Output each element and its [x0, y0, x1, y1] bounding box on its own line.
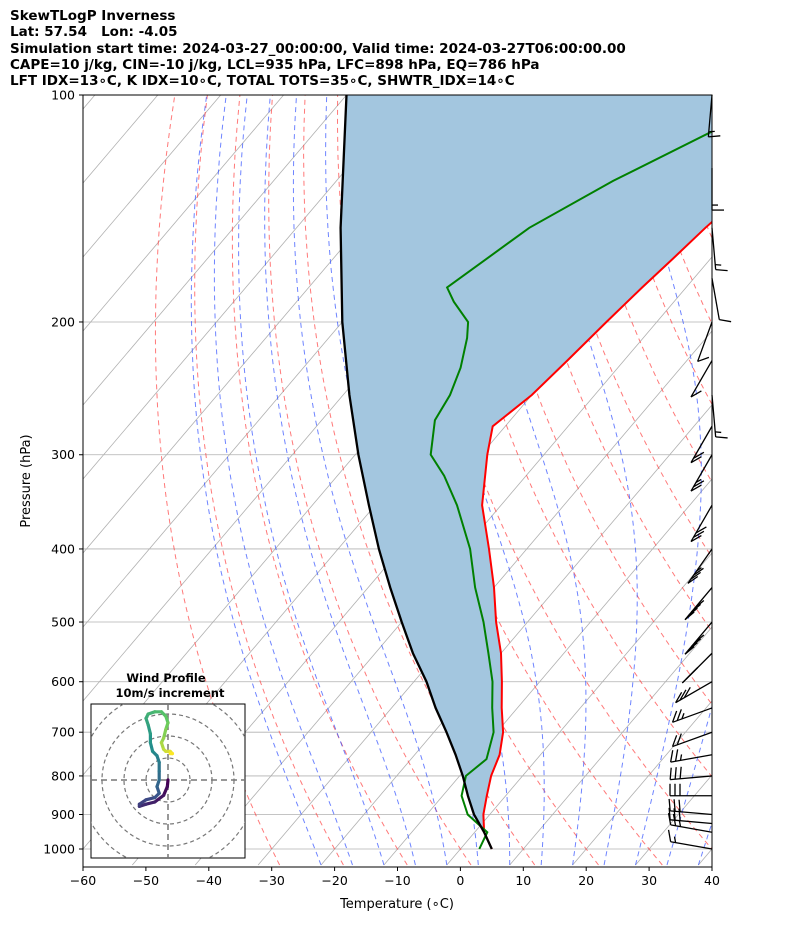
y-tick-label: 100	[51, 88, 75, 103]
wind-barb	[711, 394, 728, 439]
isotherm-line	[320, 404, 712, 866]
y-tick-label: 300	[51, 447, 75, 462]
wind-barb	[690, 504, 713, 543]
isotherm-line	[509, 626, 712, 866]
wind-barb	[668, 798, 713, 816]
wind-barb	[669, 749, 713, 763]
x-tick-label: −40	[196, 873, 222, 888]
dry-adiabat	[499, 95, 712, 633]
isotherm-line	[83, 95, 284, 332]
isotherm-line	[83, 95, 410, 480]
title-line-indices: LFT IDX=13∘C, K IDX=10∘C, TOTAL TOTS=35∘…	[10, 73, 515, 90]
isotherm-line	[83, 95, 222, 258]
dry-adiabat	[761, 95, 794, 865]
wind-barb	[711, 227, 728, 272]
wind-barb	[711, 278, 732, 323]
wind-barb	[667, 812, 713, 833]
dewpoint-profile-line	[429, 130, 712, 850]
wind-profile-inset: Wind Profile 10m/s increment	[90, 671, 246, 859]
axis-ticks-layer: −60 −50 −40 −30 −20 −10 0 10 20 30 40 1000 900 800 700…	[43, 88, 720, 889]
isotherm-line	[761, 95, 794, 865]
wind-barb	[681, 652, 713, 684]
dry-adiabat	[194, 95, 344, 866]
x-tick-label: 10	[515, 873, 531, 888]
moist-adiabat	[292, 95, 448, 866]
dry-adiabat	[434, 95, 712, 778]
wind-barb	[671, 707, 713, 723]
x-axis-label: Temperature (∘C)	[339, 897, 454, 912]
wind-barb	[684, 621, 713, 655]
dry-adiabat	[268, 95, 472, 866]
x-tick-label: −10	[384, 873, 410, 888]
wind-profile-subtitle: 10m/s increment	[116, 686, 225, 700]
moist-adiabat	[264, 95, 416, 866]
y-tick-label: 600	[51, 674, 75, 689]
wind-barb	[669, 783, 712, 797]
parcel-profile-line	[339, 95, 493, 850]
wind-barbs-layer	[667, 94, 732, 850]
wind-barb	[707, 94, 721, 138]
title-line-times: Simulation start time: 2024-03-27_00:00:…	[10, 40, 626, 57]
wind-barb	[697, 321, 713, 363]
wind-barb	[667, 829, 713, 850]
title-line-coordinates: Lat: 57.54 Lon: -4.05	[10, 24, 178, 41]
cape-area-fill	[340, 95, 712, 849]
x-tick-label: 0	[456, 873, 464, 888]
y-tick-label: 500	[51, 615, 75, 630]
moist-adiabat	[460, 95, 587, 866]
dry-adiabat	[303, 95, 536, 866]
moist-adiabat	[190, 95, 322, 866]
dry-adiabat	[728, 95, 794, 865]
dry-adiabat	[402, 95, 712, 850]
isotherm-line	[83, 95, 347, 406]
y-tick-label: 900	[51, 807, 75, 822]
moist-adiabat	[238, 95, 385, 866]
dry-adiabat	[231, 95, 408, 866]
y-tick-label: 700	[51, 725, 75, 740]
title-line-cape: CAPE=10 j/kg, CIN=-10 j/kg, LCL=935 hPa,…	[10, 56, 540, 73]
hodograph-segment	[153, 793, 166, 804]
y-tick-label: 200	[51, 314, 75, 329]
wind-barb	[671, 731, 713, 748]
dry-adiabat	[565, 95, 712, 483]
dry-adiabat	[154, 95, 281, 866]
y-tick-label: 800	[51, 768, 75, 783]
y-axis-label: Pressure (hPa)	[19, 434, 34, 527]
isotherm-line	[446, 552, 712, 866]
wind-barb	[690, 360, 713, 398]
wind-barb	[687, 548, 713, 584]
chart-title-block: SkewTLogP Inverness Lat: 57.54 Lon: -4.0…	[10, 8, 626, 89]
x-tick-label: 30	[641, 873, 657, 888]
wind-barb	[690, 425, 713, 464]
wind-barb	[684, 587, 713, 621]
x-tick-label: 40	[704, 873, 720, 888]
isotherm-line	[83, 95, 96, 110]
x-tick-label: −20	[321, 873, 347, 888]
hodograph-plot	[91, 704, 245, 858]
isotherm-line	[257, 330, 712, 866]
dry-adiabat	[467, 95, 712, 706]
y-tick-label: 1000	[43, 842, 75, 857]
x-tick-label: −60	[70, 873, 96, 888]
moist-adiabat	[622, 95, 702, 866]
wind-barb	[675, 681, 713, 704]
wind-profile-title: Wind Profile	[126, 671, 206, 685]
moist-adiabat	[213, 95, 353, 866]
cape-fill-layer	[340, 95, 712, 849]
moist-adiabat	[530, 95, 638, 866]
wind-barb	[690, 454, 713, 492]
isotherm-line	[572, 700, 712, 866]
hodograph-ring	[145, 757, 191, 803]
title-line-station: SkewTLogP Inverness	[10, 8, 176, 24]
wind-barb	[669, 766, 713, 781]
profile-lines-layer	[339, 95, 712, 850]
temperature-profile-line	[481, 220, 712, 850]
x-tick-label: −30	[259, 873, 285, 888]
x-tick-label: −50	[133, 873, 159, 888]
wind-barb	[711, 168, 724, 211]
y-tick-label: 400	[51, 541, 75, 556]
x-tick-label: 20	[578, 873, 594, 888]
